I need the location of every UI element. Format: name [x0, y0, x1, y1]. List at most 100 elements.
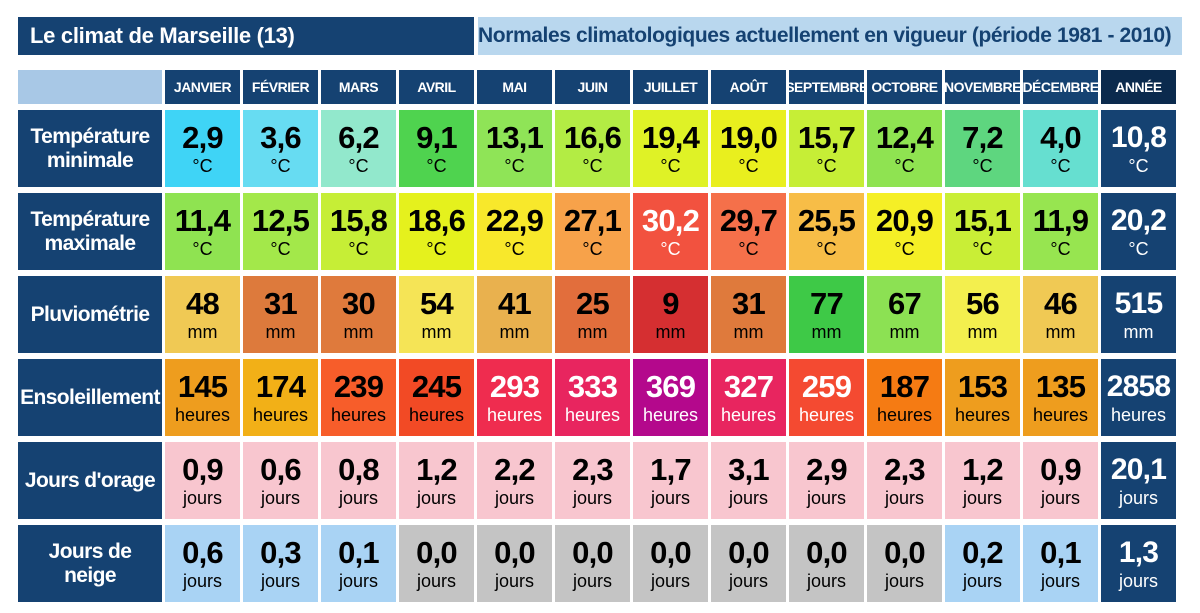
cell-unit: jours [962, 570, 1002, 591]
value-cell: 0,0 jours [555, 525, 630, 602]
cell-value: 12,4 [875, 119, 934, 155]
cell-unit: heures [798, 404, 855, 425]
value-cell: 0,9 jours [1023, 442, 1098, 519]
value-cell: 25 mm [555, 276, 630, 353]
value-cell: 9,1 °C [399, 110, 474, 187]
cell-unit: jours [1040, 570, 1080, 591]
cell-value: 0,0 [806, 534, 847, 570]
cell-unit: jours [182, 570, 222, 591]
cell-value: 2,9 [182, 119, 223, 155]
value-cell: 3,1 jours [711, 442, 786, 519]
row-label: Ensoleillement [18, 359, 162, 436]
cell-unit: °C [660, 238, 681, 259]
value-cell: 67 mm [867, 276, 942, 353]
cell-value: 153 [957, 368, 1008, 404]
cell-unit: mm [811, 321, 842, 342]
cell-value: 15,8 [329, 202, 388, 238]
cell-value: 25,5 [797, 202, 856, 238]
cell-unit: jours [962, 487, 1002, 508]
value-cell: 16,6 °C [555, 110, 630, 187]
value-cell: 27,1 °C [555, 193, 630, 270]
cell-value: 2,3 [572, 451, 613, 487]
month-header: SEPTEMBRE [789, 70, 864, 104]
cell-value: 27,1 [563, 202, 622, 238]
value-cell: 174 heures [243, 359, 318, 436]
cell-value: 135 [1035, 368, 1086, 404]
cell-unit: jours [1040, 487, 1080, 508]
value-cell: 0,0 jours [477, 525, 552, 602]
cell-unit: °C [426, 238, 447, 259]
cell-unit: °C [972, 155, 993, 176]
value-cell: 11,4 °C [165, 193, 240, 270]
cell-unit: °C [192, 155, 213, 176]
page-title: Le climat de Marseille (13) [18, 17, 474, 55]
month-header: DÉCEMBRE [1023, 70, 1098, 104]
cell-value: 0,0 [494, 534, 535, 570]
cell-unit: mm [265, 321, 296, 342]
year-total-cell: 20,1 jours [1101, 442, 1176, 519]
value-cell: 0,0 jours [867, 525, 942, 602]
value-cell: 1,7 jours [633, 442, 708, 519]
cell-value: 15,1 [953, 202, 1012, 238]
value-cell: 2,3 jours [555, 442, 630, 519]
value-cell: 0,0 jours [789, 525, 864, 602]
month-header: NOVEMBRE [945, 70, 1020, 104]
year-unit: °C [1128, 155, 1149, 176]
value-cell: 2,9 °C [165, 110, 240, 187]
cell-value: 187 [879, 368, 930, 404]
cell-value: 9 [662, 285, 679, 321]
cell-unit: °C [738, 155, 759, 176]
month-header: FÉVRIER [243, 70, 318, 104]
value-cell: 4,0 °C [1023, 110, 1098, 187]
cell-unit: jours [416, 570, 456, 591]
cell-value: 1,7 [650, 451, 691, 487]
cell-value: 0,1 [1040, 534, 1081, 570]
cell-unit: °C [816, 238, 837, 259]
cell-value: 369 [645, 368, 696, 404]
year-value: 20,2 [1110, 203, 1167, 237]
cell-value: 30,2 [641, 202, 700, 238]
cell-unit: jours [260, 570, 300, 591]
year-total-cell: 10,8 °C [1101, 110, 1176, 187]
value-cell: 0,6 jours [165, 525, 240, 602]
cell-value: 0,8 [338, 451, 379, 487]
cell-value: 145 [177, 368, 228, 404]
cell-value: 0,1 [338, 534, 379, 570]
cell-unit: heures [876, 404, 933, 425]
cell-value: 48 [186, 285, 220, 321]
cell-value: 54 [420, 285, 454, 321]
cell-value: 0,9 [182, 451, 223, 487]
cell-value: 293 [489, 368, 540, 404]
cell-value: 15,7 [797, 119, 856, 155]
cell-value: 2,3 [884, 451, 925, 487]
value-cell: 77 mm [789, 276, 864, 353]
value-cell: 12,4 °C [867, 110, 942, 187]
cell-value: 18,6 [407, 202, 466, 238]
cell-value: 31 [264, 285, 298, 321]
year-value: 20,1 [1110, 452, 1167, 486]
table-corner [18, 70, 162, 104]
row-label: Température maximale [18, 193, 162, 270]
climate-table: JANVIER FÉVRIER MARS AVRIL MAI JUIN JUILLET AOÛ… [18, 70, 1182, 602]
value-cell: 0,1 jours [321, 525, 396, 602]
cell-unit: heures [330, 404, 387, 425]
cell-value: 7,2 [962, 119, 1003, 155]
cell-value: 11,4 [174, 202, 231, 238]
year-unit: heures [1110, 404, 1167, 425]
cell-unit: °C [426, 155, 447, 176]
cell-value: 4,0 [1040, 119, 1081, 155]
cell-value: 2,2 [494, 451, 535, 487]
month-header: MAI [477, 70, 552, 104]
page-subtitle: Normales climatologiques actuellement en… [478, 17, 1182, 55]
cell-unit: °C [348, 238, 369, 259]
year-unit: jours [1118, 570, 1158, 591]
cell-value: 29,7 [719, 202, 778, 238]
month-header: JANVIER [165, 70, 240, 104]
cell-value: 13,1 [485, 119, 544, 155]
cell-value: 239 [333, 368, 384, 404]
cell-unit: jours [338, 487, 378, 508]
year-total-cell: 20,2 °C [1101, 193, 1176, 270]
cell-unit: mm [655, 321, 686, 342]
cell-unit: jours [572, 487, 612, 508]
value-cell: 12,5 °C [243, 193, 318, 270]
